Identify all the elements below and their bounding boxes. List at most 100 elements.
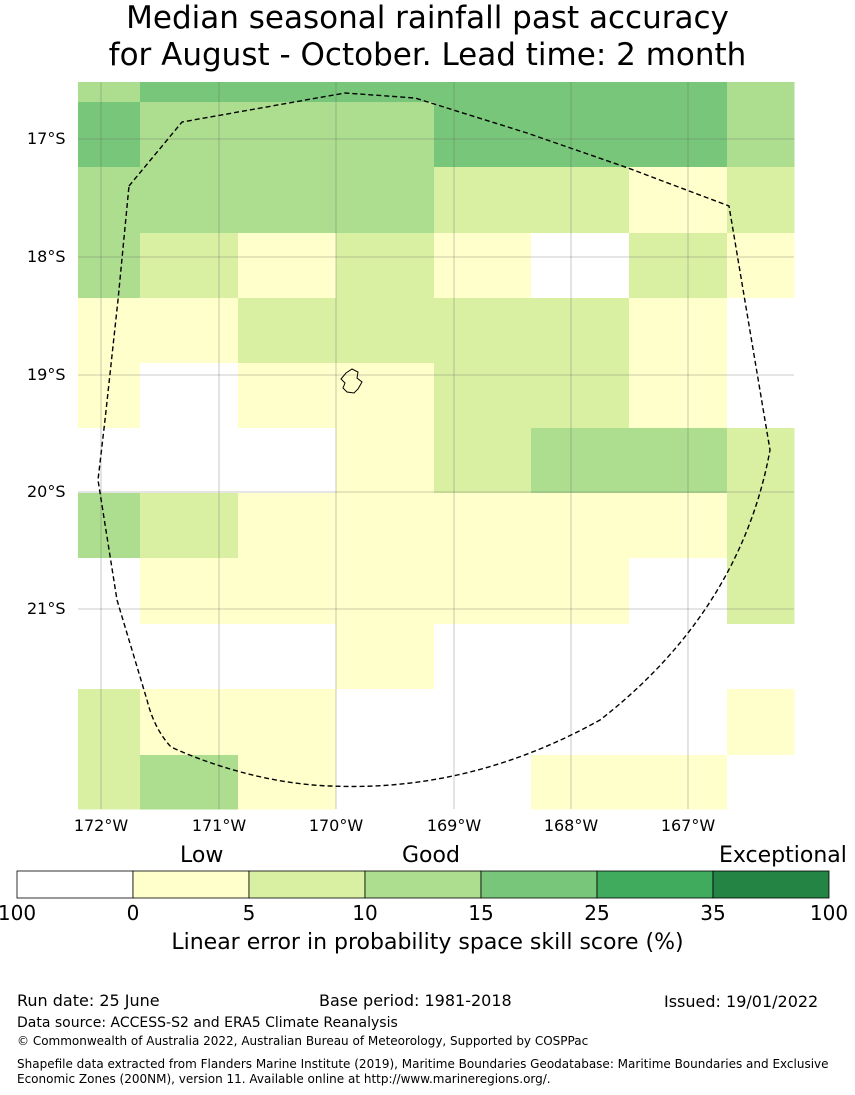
colorbar-tick-7: 100 [809, 901, 849, 925]
grid-cell [531, 493, 630, 559]
grid-cell [78, 755, 141, 810]
grid-cell [78, 167, 141, 234]
shapefile-credit-line-1: Shapefile data extracted from Flanders M… [17, 1057, 829, 1071]
grid-cell [727, 298, 795, 364]
grid-cell [78, 624, 141, 690]
category-exceptional: Exceptional [719, 843, 847, 868]
island-outline [340, 368, 363, 394]
colorbar-segment [364, 870, 482, 899]
grid-cell [629, 755, 728, 810]
grid-cell [140, 167, 239, 234]
grid-cell [629, 689, 728, 756]
colorbar-segment [132, 870, 250, 899]
grid-cell [727, 167, 795, 234]
grid-cell [78, 82, 141, 103]
grid-cell [727, 493, 795, 559]
grid-cell [629, 624, 728, 690]
colorbar-tick-0: 100 [0, 901, 37, 925]
category-low: Low [180, 843, 224, 868]
colorbar-segment [480, 870, 598, 899]
grid-cell [238, 82, 337, 103]
grid-cell [531, 167, 630, 234]
grid-cell [238, 689, 337, 756]
colorbar-tick-2: 5 [242, 901, 256, 925]
grid-cell [629, 233, 728, 299]
grid-cell [434, 167, 532, 234]
colorbar-tick-3: 10 [352, 901, 378, 925]
map-title: Median seasonal rainfall past accuracy f… [0, 0, 855, 74]
colorbar-tick-5: 25 [584, 901, 610, 925]
grid-cell [629, 82, 728, 103]
grid-cell [140, 428, 239, 494]
grid-cell [531, 82, 630, 103]
grid-cell [727, 82, 795, 103]
grid-cell [531, 558, 630, 625]
lon-label-168w: 168°W [543, 816, 599, 835]
run-date: Run date: 25 June [17, 991, 160, 1010]
grid-cell [531, 102, 630, 168]
lat-label-21s: 21°S [27, 599, 66, 618]
grid-cell [238, 167, 337, 234]
lat-label-18s: 18°S [27, 247, 66, 266]
grid-cell [531, 624, 630, 690]
grid-cell [629, 102, 728, 168]
shapefile-credit-line-2: Economic Zones (200NM), version 11. Avai… [17, 1072, 551, 1086]
grid-cell [238, 428, 337, 494]
skill-grid [78, 82, 795, 810]
grid-cell [434, 298, 532, 364]
grid-cell [727, 102, 795, 168]
grid-cell [336, 493, 435, 559]
grid-cell [727, 689, 795, 756]
grid-cell [434, 363, 532, 429]
grid-cell [434, 558, 532, 625]
grid-cell [629, 298, 728, 364]
grid-cell [78, 233, 141, 299]
issued-date: Issued: 19/01/2022 [664, 992, 819, 1011]
grid-cell [336, 558, 435, 625]
grid-cell [434, 428, 532, 494]
grid-cell [336, 363, 435, 429]
grid-cell [140, 233, 239, 299]
colorbar-segment [248, 870, 366, 899]
lat-label-17s: 17°S [27, 129, 66, 148]
grid-cell [531, 428, 630, 494]
grid-cell [140, 558, 239, 625]
grid-cell [727, 558, 795, 625]
eez-boundary [97, 92, 771, 788]
grid-cell [434, 689, 532, 756]
grid-cell [531, 298, 630, 364]
grid-cell [531, 233, 630, 299]
grid-cell [140, 102, 239, 168]
grid-cell [78, 558, 141, 625]
grid-cell [238, 233, 337, 299]
grid-cell [336, 689, 435, 756]
grid-cell [727, 755, 795, 810]
grid-cell [727, 428, 795, 494]
lon-label-167w: 167°W [660, 816, 716, 835]
grid-cell [434, 755, 532, 810]
colorbar-tick-1: 0 [126, 901, 140, 925]
grid-cell [238, 102, 337, 168]
colorbar-segment [596, 870, 714, 899]
grid-cell [140, 689, 239, 756]
lat-label-19s: 19°S [27, 365, 66, 384]
grid-cell [238, 363, 337, 429]
grid-cell [140, 82, 239, 103]
colorbar-tick-4: 15 [468, 901, 494, 925]
base-period: Base period: 1981-2018 [319, 991, 512, 1010]
lon-label-169w: 169°W [426, 816, 482, 835]
colorbar-title: Linear error in probability space skill … [171, 930, 684, 955]
grid-cell [434, 624, 532, 690]
grid-cell [727, 624, 795, 690]
grid-cell [629, 493, 728, 559]
data-source: Data source: ACCESS-S2 and ERA5 Climate … [17, 1015, 398, 1031]
grid-cell [336, 167, 435, 234]
grid-cell [531, 689, 630, 756]
grid-cell [434, 102, 532, 168]
colorbar [16, 870, 830, 899]
grid-cell [140, 493, 239, 559]
grid-cell [434, 493, 532, 559]
grid-cell [140, 363, 239, 429]
grid-cell [336, 233, 435, 299]
lon-label-171w: 171°W [191, 816, 247, 835]
